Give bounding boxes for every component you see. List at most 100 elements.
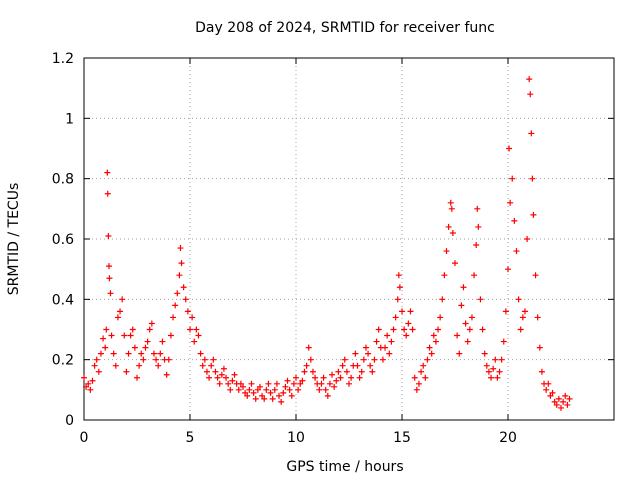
data-point [184,308,191,315]
data-point [527,91,534,98]
data-point [81,374,87,381]
data-point [479,326,486,333]
y-tick-label: 0 [65,413,74,429]
data-point [105,232,112,239]
data-point [511,217,518,224]
x-tick-label: 20 [499,430,517,446]
data-point [155,362,162,369]
data-point [106,263,113,270]
data-point [106,275,113,282]
data-point [335,368,342,375]
data-point [87,386,94,393]
data-point [466,326,473,333]
data-point [91,362,98,369]
data-point [295,386,302,393]
data-point [136,362,143,369]
data-point [278,398,285,405]
data-point [320,374,327,381]
data-point [218,371,225,378]
data-point [422,374,429,381]
data-point [483,362,490,369]
data-point [500,338,507,345]
data-point [170,314,177,321]
data-point [454,332,461,339]
x-tick-label: 15 [393,430,411,446]
data-point [392,314,399,321]
y-tick-label: 0.2 [52,353,74,369]
data-point [341,356,348,363]
data-point [502,308,509,315]
data-point [157,350,164,357]
data-point [269,395,276,402]
data-point [432,338,439,345]
data-point [536,344,543,351]
y-axis-label: SRMTID / TECUs [6,183,22,296]
data-point [326,380,333,387]
data-point [551,398,558,405]
data-point [307,356,314,363]
data-point [481,350,488,357]
data-point [187,326,193,333]
data-point [265,380,272,387]
data-point [134,374,140,381]
data-point [401,326,408,333]
data-point [237,380,244,387]
data-point [528,130,535,137]
data-points [81,76,573,411]
data-point [131,344,138,351]
data-point [390,326,397,333]
data-point [426,344,433,351]
data-point [324,392,331,399]
data-point [562,392,569,399]
data-point [142,344,149,351]
data-point [485,368,492,375]
data-point [449,229,456,236]
data-point [100,335,107,342]
data-point [339,362,346,369]
data-point [301,368,308,375]
data-point [83,383,90,390]
grid [84,58,614,420]
data-point [346,380,352,387]
data-point [524,236,531,242]
data-point [488,374,495,381]
data-point [177,245,184,252]
data-point [117,308,124,315]
data-point [464,338,471,345]
data-point [248,380,255,387]
data-point [97,350,104,357]
data-point [428,350,435,357]
data-point [555,395,562,402]
data-point [212,368,219,375]
data-point [201,356,208,363]
data-point [458,302,465,309]
data-point [365,350,372,357]
data-point [271,386,278,393]
data-point [443,248,450,255]
data-point [223,374,230,381]
data-point [288,392,295,399]
y-tick-label: 1 [65,111,74,127]
data-point [384,332,391,339]
data-point [150,350,157,357]
data-point [104,190,111,197]
x-axis-label: GPS time / hours [286,459,403,475]
data-point [356,374,363,381]
chart-title: Day 208 of 2024, SRMTID for receiver fun… [195,20,495,36]
data-point [553,401,560,408]
data-point [394,296,401,303]
data-point [473,242,480,249]
data-point [362,344,369,351]
data-point [259,392,266,399]
data-point [123,368,130,375]
data-point [276,392,283,399]
data-point [360,356,367,363]
data-point [382,344,389,351]
data-point [558,404,564,411]
data-point [373,338,380,345]
data-point [471,272,478,279]
data-point [456,350,463,357]
data-point [409,326,416,333]
data-point [411,374,418,381]
